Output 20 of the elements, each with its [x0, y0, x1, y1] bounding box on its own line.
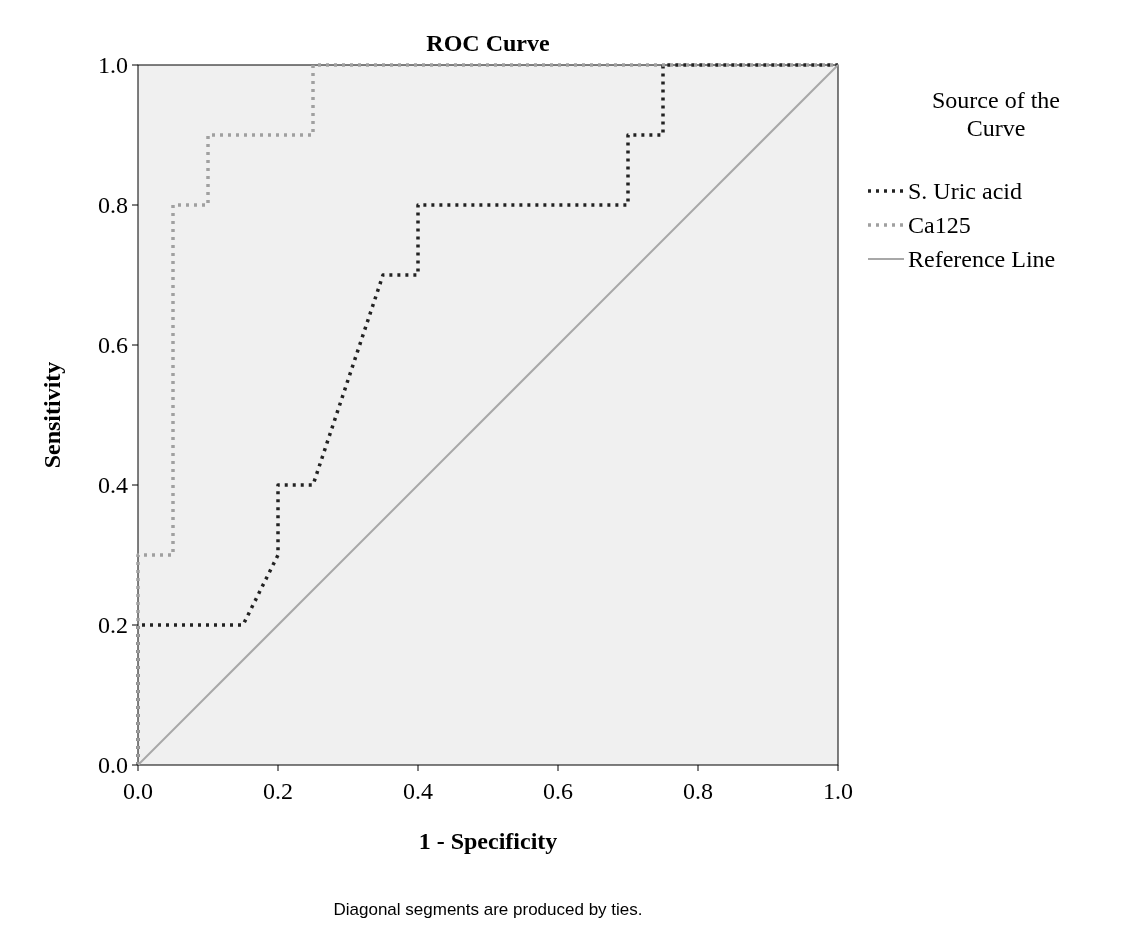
x-axis-title: 1 - Specificity [418, 828, 558, 854]
legend-label: Ca125 [908, 212, 971, 238]
y-tick-label: 0.4 [98, 472, 128, 498]
x-tick-label: 0.6 [543, 778, 573, 804]
chart-title: ROC Curve [426, 30, 550, 56]
x-tick-label: 0.8 [683, 778, 713, 804]
y-tick-label: 0.2 [98, 612, 128, 638]
x-tick-label: 0.2 [263, 778, 293, 804]
y-tick-label: 0.6 [98, 332, 128, 358]
y-tick-label: 1.0 [98, 52, 128, 78]
y-tick-label: 0.0 [98, 752, 128, 778]
x-tick-label: 0.0 [123, 778, 153, 804]
x-tick-label: 1.0 [823, 778, 853, 804]
x-tick-label: 0.4 [403, 778, 433, 804]
legend-title: Source of the Curve [932, 87, 1060, 141]
y-axis-title: Sensitivity [39, 361, 65, 469]
legend-label: S. Uric acid [908, 178, 1022, 204]
legend-label: Reference Line [908, 246, 1056, 272]
y-tick-label: 0.8 [98, 192, 128, 218]
text: Diagonal segments are produced by ties. [333, 900, 643, 919]
